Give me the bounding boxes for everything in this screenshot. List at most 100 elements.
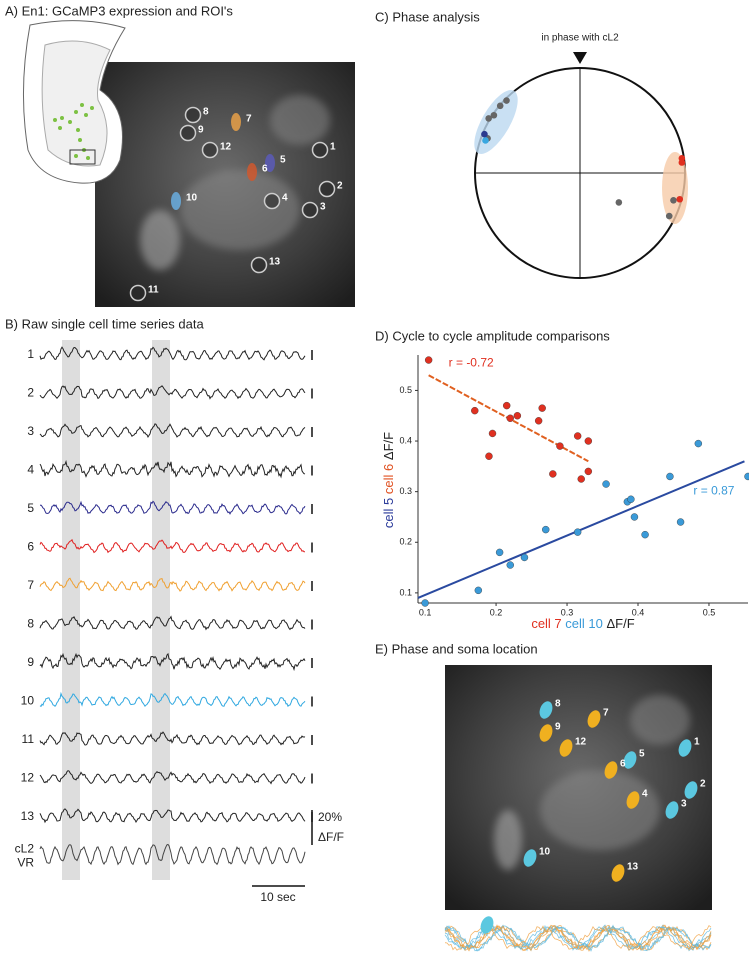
roi-label: 5 (280, 155, 286, 166)
panel-title: C) Phase analysis (375, 9, 480, 24)
point (695, 440, 702, 447)
x-axis-label: cell 7 cell 10 ΔF/F (531, 616, 634, 631)
figure: A) En1: GCaMP3 expression and ROI's C) P… (0, 0, 749, 960)
point (542, 526, 549, 533)
roi-label: 6 (262, 164, 268, 175)
y-label-part: cell 6 (381, 464, 396, 494)
y-tick-label: 0.5 (399, 385, 412, 395)
roi (181, 126, 196, 141)
x-label-part: cell 7 (531, 616, 561, 631)
phase-point (497, 103, 504, 110)
x-label-part: cell 10 (565, 616, 603, 631)
point (585, 438, 592, 445)
roi-label: 4 (282, 193, 288, 204)
gray-matter (42, 41, 110, 166)
r-annotation: r = 0.87 (693, 483, 734, 497)
soma-label: 4 (642, 789, 648, 800)
point (471, 407, 478, 414)
trace-label: 12 (21, 771, 35, 785)
soma-label: 9 (555, 722, 561, 733)
roi (313, 143, 328, 158)
y-tick-label: 0.1 (399, 587, 412, 597)
roi (203, 143, 218, 158)
phase-reference: in phase with cL2 (541, 33, 619, 44)
highlight-bar (152, 340, 170, 880)
trace-label: 5 (27, 501, 34, 515)
trace-label: 2 (27, 386, 34, 400)
soma-label: 8 (555, 699, 561, 710)
point (585, 468, 592, 475)
point (422, 600, 429, 607)
phase-point (481, 131, 488, 138)
soma-label: 7 (603, 708, 609, 719)
point (489, 430, 496, 437)
soma-label: 5 (639, 749, 645, 760)
point (574, 529, 581, 536)
y-label-part: ΔF/F (381, 432, 396, 460)
phase-point (676, 196, 683, 203)
x-tick-label: 0.5 (703, 607, 716, 617)
soma-label: 13 (627, 862, 639, 873)
panel-title: E) Phase and soma location (375, 641, 538, 656)
trace-label: cL2 (15, 842, 35, 856)
soma-label: 3 (681, 799, 687, 810)
phase-point (670, 197, 677, 204)
roi (171, 192, 181, 210)
soma-label: 2 (700, 779, 706, 790)
trace-label: 3 (27, 424, 34, 438)
point (535, 417, 542, 424)
x-tick-label: 0.2 (490, 607, 503, 617)
phase-point (666, 213, 673, 220)
x-label-part: ΔF/F (607, 616, 635, 631)
soma-label: 11 (496, 914, 507, 925)
point (503, 402, 510, 409)
cluster-shade (466, 84, 526, 160)
panel-title: B) Raw single cell time series data (5, 316, 204, 331)
roi (265, 194, 280, 209)
point (496, 549, 503, 556)
point (475, 587, 482, 594)
y-tick-label: 0.4 (399, 435, 412, 445)
soma-label: 1 (694, 737, 700, 748)
y-tick-label: 0.3 (399, 486, 412, 496)
roi (131, 286, 146, 301)
panel-title: D) Cycle to cycle amplitude comparisons (375, 328, 610, 343)
point (556, 443, 563, 450)
point (521, 554, 528, 561)
phase-point (679, 159, 686, 166)
roi (320, 182, 335, 197)
roi-label: 7 (246, 114, 252, 125)
roi (186, 108, 201, 123)
soma-label: 12 (575, 737, 587, 748)
trace-label: 10 (21, 694, 35, 708)
roi (303, 203, 318, 218)
point (627, 496, 634, 503)
r-annotation: r = -0.72 (449, 355, 494, 369)
point (666, 473, 673, 480)
point (578, 476, 585, 483)
trace-label: 9 (27, 655, 34, 669)
x-tick-label: 0.4 (632, 607, 645, 617)
point (539, 405, 546, 412)
y-axis-label: cell 5 cell 6 ΔF/F (381, 432, 396, 528)
roi-label: 1 (330, 142, 336, 153)
scale-label: 10 sec (260, 890, 295, 904)
trace-label: VR (17, 856, 34, 870)
trace-label: 4 (27, 463, 34, 477)
phase-point (616, 199, 623, 206)
x-tick-label: 0.1 (419, 607, 432, 617)
point (514, 412, 521, 419)
trace-label: 13 (21, 809, 35, 823)
panel-title: A) En1: GCaMP3 expression and ROI's (5, 3, 233, 18)
trace-label: 6 (27, 540, 34, 554)
soma-label: 10 (539, 847, 551, 858)
y-tick-label: 0.2 (399, 537, 412, 547)
trace-label: 1 (27, 347, 34, 361)
point (642, 531, 649, 538)
phase-point (482, 137, 489, 144)
scale-label: 20% (318, 810, 342, 824)
trace-label: 8 (27, 617, 34, 631)
point (631, 513, 638, 520)
point (507, 415, 514, 422)
roi-label: 10 (186, 193, 198, 204)
